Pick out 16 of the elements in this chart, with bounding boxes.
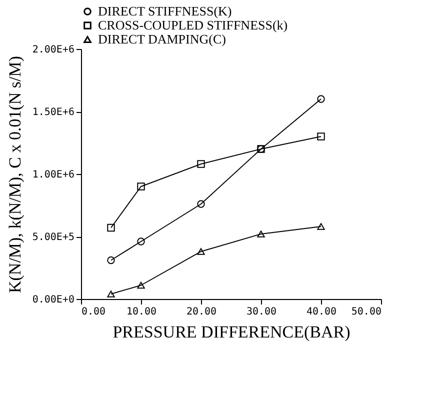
x-tick-label: 10.00 (126, 306, 157, 318)
x-tick-label: 40.00 (306, 306, 337, 318)
y-tick-label: 2.00E+6 (32, 44, 74, 56)
y-tick-label: 1.00E+6 (32, 170, 74, 180)
x-tick-label: 30.00 (246, 306, 277, 318)
y-tick-label: 5.00E+5 (32, 232, 74, 243)
y-axis-title: K(N/M), k(N/M), C x 0.01(N s/M) (5, 56, 24, 294)
x-axis-title: PRESSURE DIFFERENCE(BAR) (112, 322, 350, 342)
legend-label: DIRECT DAMPING(C) (98, 32, 226, 46)
x-tick-label: 20.00 (186, 306, 217, 318)
y-tick-label: 1.50E+6 (32, 107, 74, 118)
legend-label: DIRECT STIFFNESS(K) (98, 4, 232, 18)
y-tick-label: 0.00E+0 (32, 294, 74, 306)
x-tick-label: 50.00 (351, 306, 382, 318)
legend-label: CROSS-COUPLED STIFFNESS(k) (98, 18, 288, 32)
x-tick-label: 0.00 (82, 306, 106, 318)
